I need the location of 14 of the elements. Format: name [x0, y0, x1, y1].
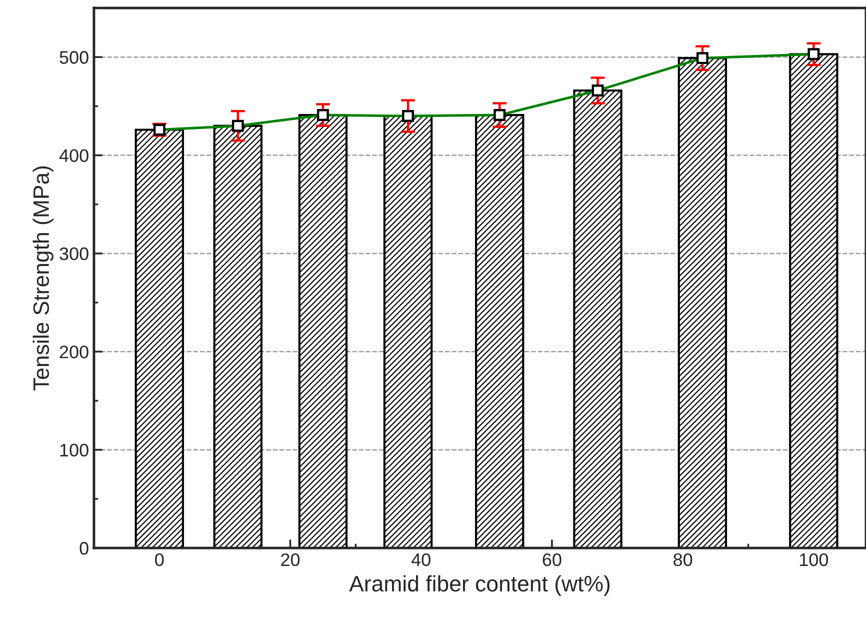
y-tick-label: 500: [60, 51, 88, 64]
y-axis-title: Tensile Strength (MPa): [32, 166, 54, 391]
x-tick-label: 0: [155, 553, 164, 566]
x-axis-title: Aramid fiber content (wt%): [349, 575, 610, 596]
x-tick-label: 60: [542, 553, 562, 566]
x-tick-label: 40: [411, 553, 430, 566]
x-tick-label: 80: [674, 553, 692, 566]
x-tick-label: 20: [281, 553, 300, 566]
y-tick-label: 400: [59, 149, 88, 162]
y-tick-label: 200: [60, 346, 88, 358]
x-tick-label: 100: [800, 553, 828, 566]
y-tick-label: 100: [60, 444, 88, 457]
y-tick-label: 0: [80, 542, 88, 555]
y-tick-label: 300: [60, 247, 88, 260]
